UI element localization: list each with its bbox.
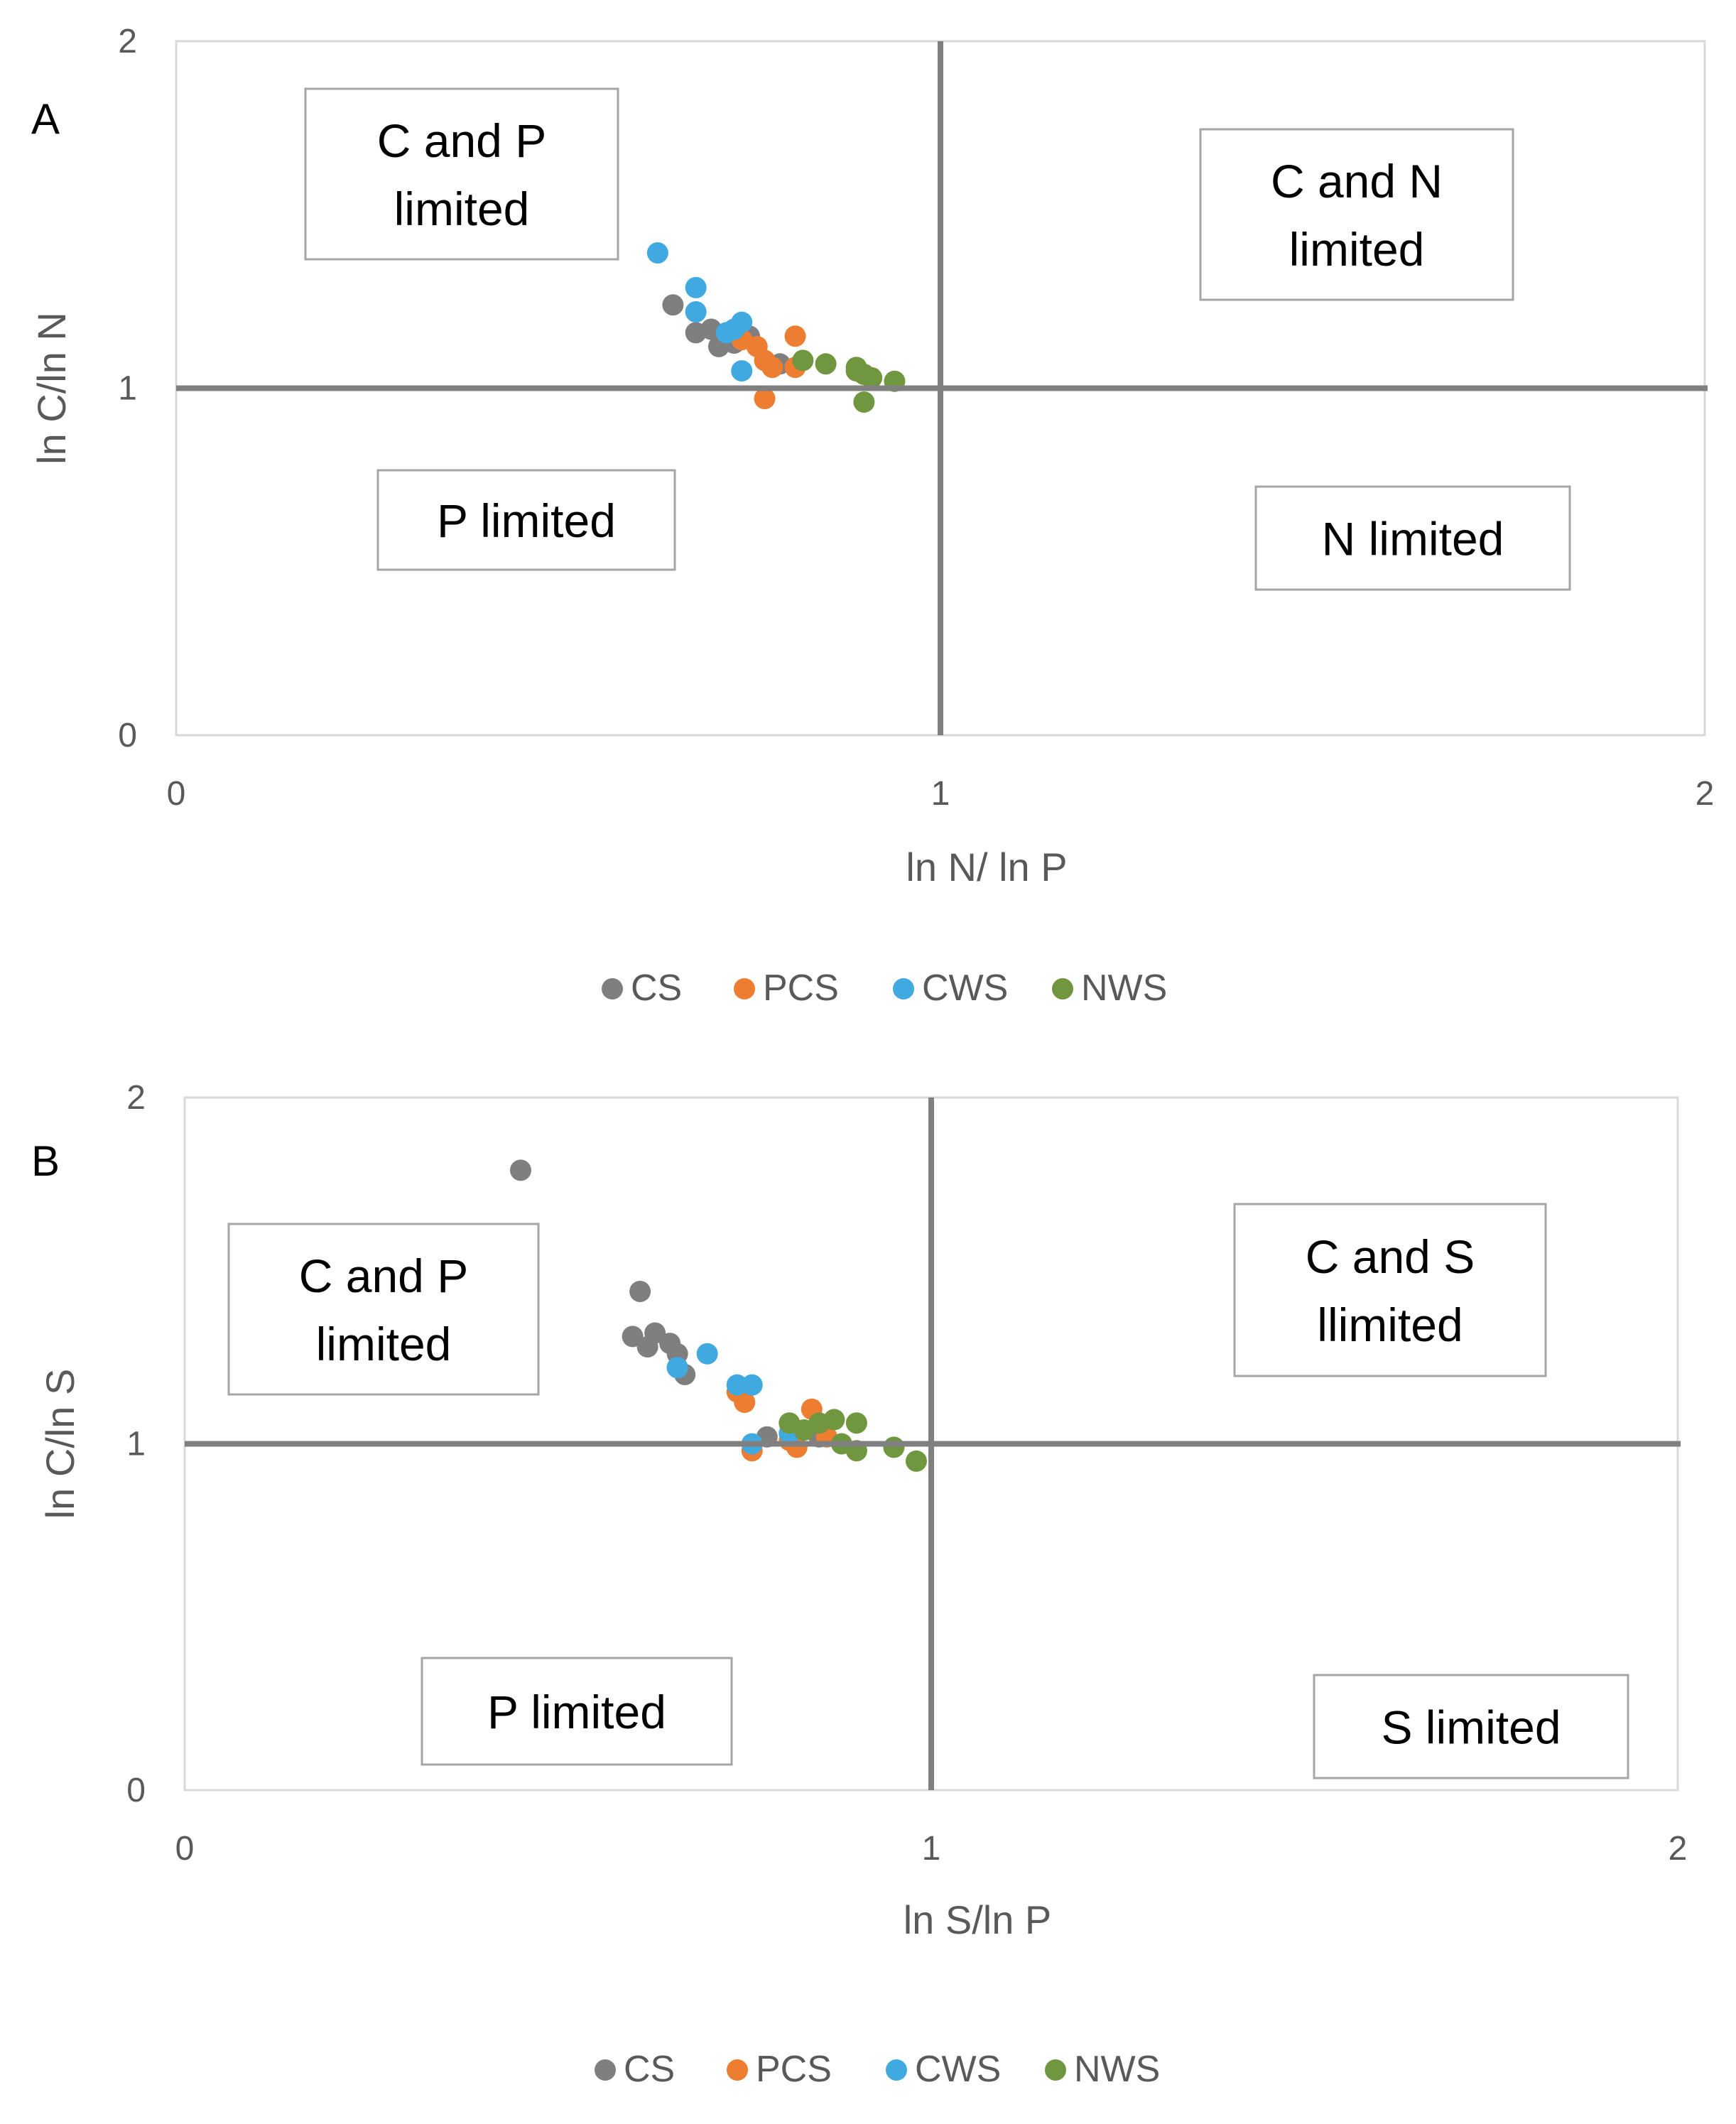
y-tick-label: 2 bbox=[126, 1079, 146, 1117]
legend-marker-nws bbox=[1045, 2059, 1066, 2081]
point-cws bbox=[685, 301, 707, 323]
region-label: C and N bbox=[1271, 155, 1443, 207]
y-tick-label: 2 bbox=[118, 23, 137, 60]
point-nws bbox=[823, 1409, 845, 1431]
region-label: limited bbox=[1289, 223, 1425, 276]
region-label: N limited bbox=[1322, 513, 1504, 565]
point-nws bbox=[845, 357, 867, 379]
region-box-bottom-left bbox=[421, 1657, 733, 1766]
point-cws bbox=[696, 1343, 718, 1365]
panel-label: A bbox=[31, 95, 60, 143]
point-cs bbox=[509, 1159, 531, 1181]
region-label: P limited bbox=[487, 1686, 666, 1738]
legend-label-pcs: PCS bbox=[763, 968, 839, 1009]
point-cs bbox=[636, 1336, 658, 1358]
y-axis-title: ln C/ln S bbox=[38, 1369, 82, 1519]
legend-label-pcs: PCS bbox=[756, 2049, 832, 2090]
legend-label-nws: NWS bbox=[1081, 968, 1167, 1009]
legend-marker-cws bbox=[893, 978, 914, 999]
legend-label-cs: CS bbox=[624, 2049, 675, 2090]
panel-a: A 0 1 2 0 1 2 ln N/ ln P ln C/ln N C and P limited… bbox=[29, 23, 1714, 1009]
region-box-bottom-right bbox=[1254, 485, 1571, 591]
region-label: C and S bbox=[1306, 1230, 1475, 1283]
point-nws bbox=[853, 391, 875, 413]
x-tick-label: 0 bbox=[175, 1830, 195, 1868]
y-tick-label: 1 bbox=[118, 370, 137, 408]
y-tick-label: 0 bbox=[126, 1772, 146, 1809]
point-pcs bbox=[746, 335, 768, 357]
point-nws bbox=[793, 1419, 815, 1441]
region-label: P limited bbox=[437, 494, 616, 547]
point-cws bbox=[685, 276, 707, 298]
point-nws bbox=[861, 367, 883, 389]
point-nws bbox=[883, 1436, 905, 1458]
region-box-bottom-left bbox=[376, 469, 676, 571]
legend-label-cws: CWS bbox=[915, 2049, 1001, 2090]
y-axis-title: ln C/ln N bbox=[29, 312, 74, 465]
legend-marker-pcs bbox=[727, 2059, 748, 2081]
point-nws bbox=[815, 353, 837, 375]
x-tick-label: 1 bbox=[922, 1830, 941, 1868]
point-cs bbox=[662, 294, 684, 316]
legend-label-cs: CS bbox=[631, 968, 682, 1009]
y-tick-label: 0 bbox=[118, 717, 137, 754]
legend-marker-cs bbox=[595, 2059, 616, 2081]
point-pcs bbox=[754, 388, 776, 410]
region-label: limited bbox=[394, 183, 530, 235]
x-axis-title: ln S/ln P bbox=[904, 1897, 1052, 1942]
legend: CS PCS CWS NWS bbox=[602, 968, 1167, 1009]
region-label: C and P bbox=[299, 1250, 468, 1302]
legend-marker-cws bbox=[886, 2059, 907, 2081]
y-tick-label: 1 bbox=[126, 1426, 146, 1463]
region-label: limited bbox=[316, 1318, 452, 1370]
point-cs bbox=[629, 1281, 651, 1302]
region-box-top-right bbox=[1233, 1203, 1547, 1377]
point-nws bbox=[905, 1450, 927, 1472]
point-pcs bbox=[734, 1392, 756, 1413]
legend-label-nws: NWS bbox=[1074, 2049, 1160, 2090]
legend-marker-cs bbox=[602, 978, 623, 999]
legend-marker-pcs bbox=[734, 978, 755, 999]
region-box-bottom-right bbox=[1313, 1674, 1629, 1779]
point-nws bbox=[792, 350, 814, 372]
region-label: C and P bbox=[377, 114, 546, 167]
legend-label-cws: CWS bbox=[922, 968, 1008, 1009]
point-cws bbox=[731, 360, 753, 382]
region-box-top-right bbox=[1199, 128, 1514, 301]
point-pcs bbox=[761, 357, 783, 379]
point-cws bbox=[646, 242, 668, 264]
legend-marker-nws bbox=[1052, 978, 1073, 999]
x-tick-label: 0 bbox=[167, 775, 186, 813]
legend: CS PCS CWS NWS bbox=[595, 2049, 1160, 2090]
region-box-top-left bbox=[227, 1223, 540, 1396]
region-box-top-left bbox=[304, 87, 619, 261]
point-cs bbox=[622, 1326, 644, 1348]
x-tick-label: 1 bbox=[931, 775, 950, 813]
point-cws bbox=[741, 1374, 763, 1396]
point-pcs bbox=[784, 325, 806, 347]
panel-label: B bbox=[31, 1137, 60, 1185]
point-nws bbox=[845, 1412, 867, 1434]
x-tick-label: 2 bbox=[1696, 775, 1715, 813]
panel-b: B 0 1 2 0 1 2 ln S/ln P ln C/ln S C and P limited C… bbox=[31, 1079, 1687, 2090]
point-cws bbox=[715, 322, 737, 344]
region-label: S limited bbox=[1381, 1701, 1561, 1754]
x-axis-title: ln N/ ln P bbox=[906, 845, 1067, 889]
x-tick-label: 2 bbox=[1669, 1830, 1688, 1868]
point-cws bbox=[726, 1374, 748, 1396]
point-cws bbox=[666, 1357, 688, 1379]
region-label: llimited bbox=[1317, 1299, 1463, 1351]
